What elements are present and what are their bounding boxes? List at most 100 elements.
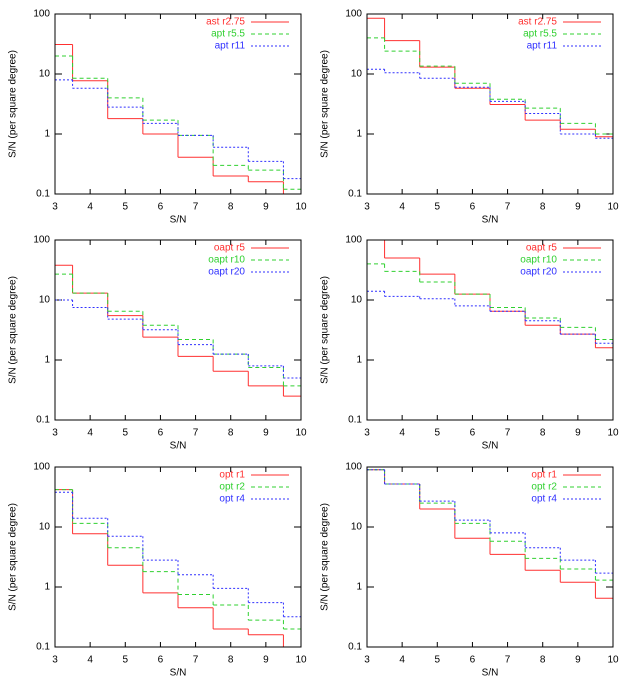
legend-label: ast r2.75 (206, 17, 245, 28)
y-tick-label: 100 (345, 462, 362, 473)
x-tick-label: 3 (364, 428, 370, 439)
plot-area (55, 264, 301, 420)
y-tick-label: 0.1 (36, 642, 50, 653)
y-tick-label: 100 (33, 9, 50, 20)
x-tick-label: 10 (607, 202, 619, 213)
x-tick-label: 10 (295, 428, 307, 439)
legend-label: oapt r10 (520, 255, 557, 266)
plot-frame (54, 13, 302, 195)
x-tick-label: 9 (263, 428, 269, 439)
panel: 3 4 5 6 7 8 9 10 0.1 1 10 100 S/N S/N (per square deg… (320, 462, 619, 679)
plot-frame (54, 466, 302, 648)
x-tick-label: 7 (193, 202, 199, 213)
y-tick-label: 1 (356, 582, 362, 593)
x-tick-label: 4 (399, 428, 405, 439)
x-tick-label: 7 (505, 202, 511, 213)
legend-label: opt r1 (219, 470, 245, 481)
x-tick-label: 9 (263, 202, 269, 213)
y-axis-label: S/N (per square degree) (8, 50, 19, 158)
x-tick-label: 5 (435, 202, 441, 213)
y-tick-label: 1 (44, 582, 50, 593)
y-tick-label: 100 (345, 235, 362, 246)
x-tick-label: 6 (470, 202, 476, 213)
x-tick-label: 10 (607, 655, 619, 666)
legend-label: ast r2.75 (518, 17, 557, 28)
legend-label: oapt r10 (208, 255, 245, 266)
y-axis-label: S/N (per square degree) (8, 503, 19, 611)
plot-frame (54, 239, 302, 421)
x-tick-label: 4 (399, 202, 405, 213)
legend-label: oapt r5 (214, 243, 246, 254)
plot-frame (366, 13, 614, 195)
x-tick-label: 9 (575, 202, 581, 213)
x-tick-label: 9 (575, 655, 581, 666)
x-tick-label: 8 (540, 655, 546, 666)
plot-area (367, 240, 613, 420)
y-tick-label: 10 (39, 295, 51, 306)
y-axis-label: S/N (per square degree) (320, 503, 331, 611)
x-tick-label: 7 (505, 655, 511, 666)
x-tick-label: 6 (470, 655, 476, 666)
x-tick-label: 8 (228, 202, 234, 213)
x-tick-label: 5 (435, 655, 441, 666)
y-axis-label: S/N (per square degree) (320, 50, 331, 158)
x-tick-label: 3 (364, 655, 370, 666)
x-tick-label: 6 (158, 655, 164, 666)
x-tick-label: 3 (52, 655, 58, 666)
legend-label: oapt r5 (526, 243, 558, 254)
y-tick-label: 1 (44, 355, 50, 366)
y-tick-label: 10 (351, 295, 363, 306)
x-tick-label: 9 (575, 428, 581, 439)
x-tick-label: 4 (87, 202, 93, 213)
y-tick-label: 10 (39, 522, 51, 533)
x-tick-label: 3 (364, 202, 370, 213)
y-tick-label: 1 (356, 129, 362, 140)
y-axis-label: S/N (per square degree) (8, 276, 19, 384)
x-tick-label: 6 (470, 428, 476, 439)
y-tick-label: 0.1 (348, 189, 362, 200)
x-tick-label: 10 (295, 202, 307, 213)
y-tick-label: 0.1 (36, 189, 50, 200)
legend-label: opt r4 (531, 494, 557, 505)
legend-label: opt r1 (531, 470, 557, 481)
x-tick-label: 10 (295, 655, 307, 666)
x-axis-label: S/N (170, 668, 187, 679)
x-tick-label: 7 (193, 655, 199, 666)
x-tick-label: 8 (228, 428, 234, 439)
x-axis-label: S/N (170, 215, 187, 226)
legend-label: oapt r20 (520, 267, 557, 278)
y-tick-label: 100 (33, 235, 50, 246)
panel: 3 4 5 6 7 8 9 10 0.1 1 10 100 S/N S/N (per square deg… (320, 9, 619, 226)
y-tick-label: 10 (39, 69, 51, 80)
x-tick-label: 4 (87, 655, 93, 666)
x-tick-label: 5 (123, 428, 129, 439)
x-tick-label: 8 (540, 428, 546, 439)
x-tick-label: 4 (399, 655, 405, 666)
panel: 3 4 5 6 7 8 9 10 0.1 1 10 100 S/N S/N (per square deg… (8, 462, 307, 679)
x-tick-label: 6 (158, 428, 164, 439)
x-tick-label: 8 (228, 655, 234, 666)
legend-label: opt r2 (219, 482, 245, 493)
x-tick-label: 7 (505, 428, 511, 439)
x-tick-label: 7 (193, 428, 199, 439)
y-tick-label: 10 (351, 522, 363, 533)
x-tick-label: 6 (158, 202, 164, 213)
y-axis-label: S/N (per square degree) (320, 276, 331, 384)
y-tick-label: 100 (345, 9, 362, 20)
x-tick-label: 9 (263, 655, 269, 666)
x-tick-label: 5 (123, 655, 129, 666)
panel: 3 4 5 6 7 8 9 10 0.1 1 10 100 S/N S/N (per square deg… (8, 9, 307, 226)
x-tick-label: 5 (435, 428, 441, 439)
y-tick-label: 100 (33, 462, 50, 473)
panel: 3 4 5 6 7 8 9 10 0.1 1 10 100 S/N S/N (per square deg… (8, 235, 307, 452)
y-tick-label: 1 (44, 129, 50, 140)
y-tick-label: 0.1 (348, 415, 362, 426)
x-tick-label: 4 (87, 428, 93, 439)
x-axis-label: S/N (482, 668, 499, 679)
x-axis-label: S/N (170, 441, 187, 452)
y-tick-label: 0.1 (348, 642, 362, 653)
legend-label: apt r5.5 (523, 29, 557, 40)
x-axis-label: S/N (482, 215, 499, 226)
x-tick-label: 3 (52, 202, 58, 213)
